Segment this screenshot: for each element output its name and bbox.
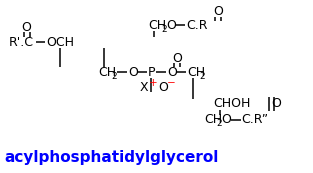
Text: O: O xyxy=(128,66,138,79)
Text: 2: 2 xyxy=(111,72,117,81)
Text: O: O xyxy=(167,66,177,79)
Text: O: O xyxy=(166,19,176,32)
Text: −: − xyxy=(167,78,176,88)
Text: CH: CH xyxy=(148,19,166,32)
Text: P: P xyxy=(148,66,156,79)
Text: CHOH: CHOH xyxy=(214,97,251,110)
Text: +: + xyxy=(149,78,158,88)
Text: 2: 2 xyxy=(217,119,222,128)
Text: 2: 2 xyxy=(161,25,167,34)
Text: X: X xyxy=(140,81,149,94)
Text: OCH: OCH xyxy=(47,36,74,49)
Text: 2: 2 xyxy=(200,72,205,81)
Text: O: O xyxy=(213,5,223,18)
Text: R'.C: R'.C xyxy=(9,36,34,49)
Text: C.R: C.R xyxy=(186,19,208,32)
Text: O: O xyxy=(222,113,232,126)
Text: O: O xyxy=(22,21,32,34)
Text: acylphosphatidylglycerol: acylphosphatidylglycerol xyxy=(5,150,219,165)
Text: CH: CH xyxy=(204,113,222,126)
Text: CH: CH xyxy=(187,66,205,79)
Text: O: O xyxy=(172,52,182,65)
Text: O: O xyxy=(158,81,168,94)
Text: C.R”: C.R” xyxy=(242,113,269,126)
Text: CH: CH xyxy=(98,66,116,79)
Text: O: O xyxy=(271,97,281,110)
